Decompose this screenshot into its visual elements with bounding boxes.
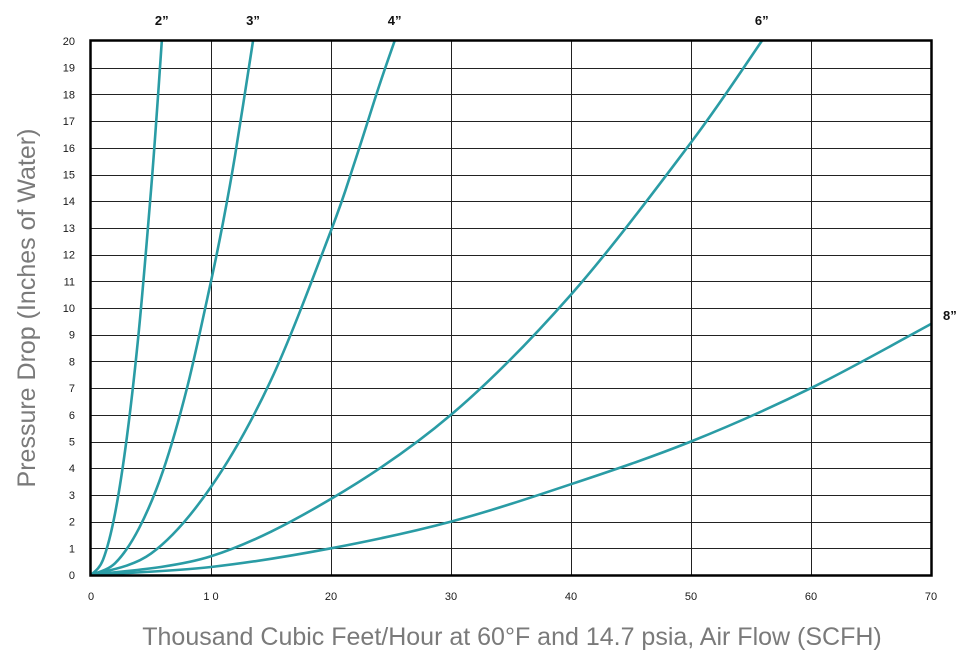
y-tick-label: 12 xyxy=(63,250,75,262)
x-tick-label: 50 xyxy=(685,591,697,603)
series-line xyxy=(89,39,255,577)
y-tick-label: 20 xyxy=(63,36,75,48)
x-tick-label: 60 xyxy=(805,591,817,603)
y-tick-label: 15 xyxy=(63,170,75,182)
y-tick-label: 14 xyxy=(63,196,75,208)
series-label: 4” xyxy=(388,13,402,28)
curves xyxy=(89,39,933,577)
y-tick-label: 7 xyxy=(69,383,75,395)
y-tick-label: 0 xyxy=(69,570,75,582)
y-tick-label: 9 xyxy=(69,330,75,342)
series-label: 3” xyxy=(246,13,260,28)
series-labels: 2” 3” 4” 6” 8” xyxy=(155,13,957,323)
x-tick-label: 30 xyxy=(445,591,457,603)
x-tick-label: 70 xyxy=(925,591,937,603)
y-tick-label: 1 xyxy=(69,543,75,555)
y-tick-label: 11 xyxy=(64,276,75,288)
series-label: 2” xyxy=(155,13,169,28)
series-line xyxy=(89,39,396,577)
y-tick-label: 18 xyxy=(63,89,75,101)
series-line xyxy=(89,39,764,577)
y-tick-label: 10 xyxy=(63,303,75,315)
series-label: 8” xyxy=(943,308,957,323)
y-tick-label: 8 xyxy=(69,356,75,368)
x-tick-label: 0 xyxy=(88,591,94,603)
series-line xyxy=(89,322,933,577)
series-line xyxy=(89,39,164,577)
y-tick-label: 17 xyxy=(63,116,75,128)
series-label: 6” xyxy=(755,13,769,28)
y-tick-label: 5 xyxy=(69,437,75,449)
plot-frame xyxy=(89,39,933,577)
x-tick-label: 40 xyxy=(565,591,577,603)
y-tick-label: 4 xyxy=(69,463,75,475)
grid xyxy=(91,41,931,575)
y-tick-label: 19 xyxy=(63,63,75,75)
y-tick-label: 13 xyxy=(63,223,75,235)
y-tick-label: 16 xyxy=(63,143,75,155)
x-tick-label: 20 xyxy=(325,591,337,603)
y-tick-label: 3 xyxy=(69,490,75,502)
x-axis-title: Thousand Cubic Feet/Hour at 60°F and 14.… xyxy=(142,623,882,651)
x-tick-label: 1 0 xyxy=(203,591,218,603)
y-axis-title: Pressure Drop (Inches of Water) xyxy=(13,129,41,488)
y-tick-label: 6 xyxy=(69,410,75,422)
x-axis-ticks: 0 1 0 20 30 40 50 60 70 xyxy=(88,591,937,603)
y-tick-label: 2 xyxy=(69,517,75,529)
